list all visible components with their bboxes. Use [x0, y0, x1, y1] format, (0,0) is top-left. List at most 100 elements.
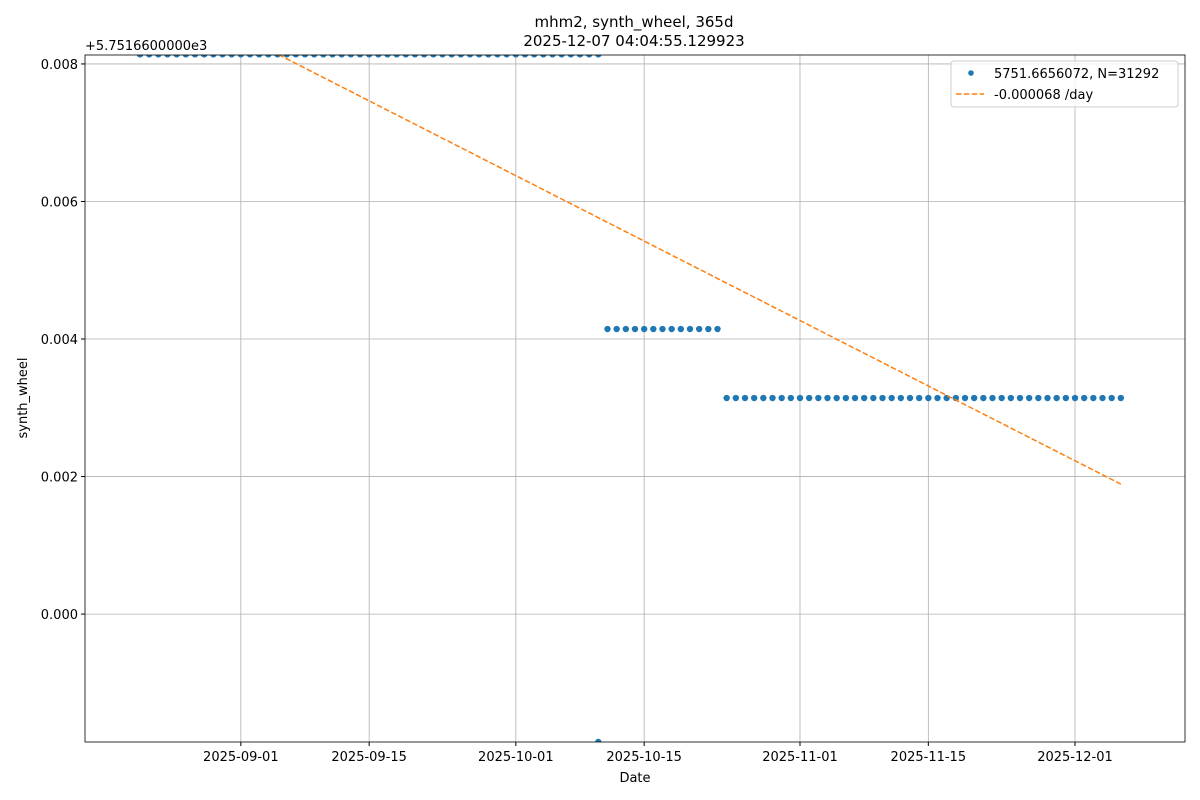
- data-point: [760, 394, 767, 402]
- data-point: [1062, 394, 1070, 402]
- axes-frame: [84, 54, 1186, 743]
- data-point: [384, 55, 391, 58]
- data-point: [860, 394, 868, 402]
- data-point: [485, 55, 492, 58]
- data-point: [201, 55, 208, 58]
- data-point: [1080, 394, 1088, 402]
- data-point: [512, 55, 519, 58]
- data-point: [824, 394, 831, 402]
- data-point: [292, 55, 299, 58]
- data-point: [1016, 394, 1024, 402]
- data-point: [347, 55, 354, 58]
- plot-area: [136, 55, 1125, 742]
- data-point: [402, 55, 409, 58]
- data-point: [888, 394, 895, 402]
- data-point: [934, 394, 941, 402]
- data-point: [604, 325, 611, 333]
- data-point: [961, 394, 969, 402]
- data-point: [329, 55, 336, 58]
- data-point: [980, 394, 987, 402]
- data-point: [595, 738, 602, 742]
- data-point: [274, 55, 281, 58]
- data-point: [650, 325, 657, 333]
- data-point: [210, 55, 217, 58]
- data-point: [750, 394, 758, 402]
- data-point: [457, 55, 464, 58]
- data-point: [741, 394, 749, 402]
- data-point: [1025, 394, 1033, 402]
- x-tick-label: 2025-11-15: [891, 750, 967, 765]
- data-point: [146, 55, 153, 58]
- data-point: [842, 394, 850, 402]
- data-point: [219, 55, 226, 58]
- data-point: [668, 325, 675, 333]
- y-tick-label: 0.002: [41, 471, 78, 486]
- data-point: [769, 394, 776, 402]
- data-point: [567, 55, 574, 58]
- data-point: [228, 55, 235, 58]
- x-tick-label: 2025-12-01: [1037, 750, 1113, 765]
- data-point: [531, 55, 538, 58]
- y-offset-label: +5.7516600000e3: [85, 39, 207, 54]
- data-point: [540, 55, 547, 58]
- data-point: [805, 394, 813, 402]
- data-point: [833, 394, 840, 402]
- y-tick-label: 0.000: [41, 608, 78, 623]
- data-point: [265, 55, 272, 58]
- data-point: [1108, 394, 1115, 402]
- legend-label: -0.000068 /day: [994, 88, 1093, 103]
- chart-subtitle: 2025-12-07 04:04:55.129923: [523, 32, 744, 50]
- data-point: [1044, 394, 1051, 402]
- data-point: [173, 55, 180, 58]
- data-point: [182, 55, 189, 58]
- data-point: [356, 55, 364, 58]
- data-point: [686, 325, 694, 333]
- data-point: [558, 55, 565, 58]
- data-point: [421, 55, 428, 58]
- data-point: [164, 55, 171, 58]
- data-point: [998, 394, 1005, 402]
- x-tick-label: 2025-09-01: [203, 750, 279, 765]
- data-point: [897, 394, 905, 402]
- data-point: [796, 394, 804, 402]
- data-point: [430, 55, 437, 58]
- data-point: [714, 325, 721, 333]
- data-point: [549, 55, 556, 58]
- data-point: [393, 55, 400, 58]
- data-point: [1071, 394, 1079, 402]
- data-point: [521, 55, 529, 58]
- data-point: [1035, 394, 1042, 402]
- data-point: [1053, 394, 1060, 402]
- data-point: [311, 55, 318, 58]
- data-point: [237, 55, 244, 58]
- data-point: [466, 55, 474, 58]
- data-point: [155, 55, 162, 58]
- data-point: [631, 325, 639, 333]
- data-point: [925, 394, 932, 402]
- data-point: [1007, 394, 1015, 402]
- data-point: [622, 325, 630, 333]
- data-point: [613, 325, 620, 333]
- data-point: [338, 55, 345, 58]
- data-point: [695, 325, 703, 333]
- data-point: [815, 394, 822, 402]
- data-point: [595, 55, 602, 58]
- data-point: [246, 55, 254, 58]
- data-point: [640, 325, 648, 333]
- trend-line: [277, 55, 1122, 485]
- data-point: [476, 55, 483, 58]
- data-point: [320, 55, 327, 58]
- data-point: [1117, 394, 1125, 402]
- data-point: [411, 55, 419, 58]
- legend-label: 5751.6656072, N=31292: [994, 67, 1159, 82]
- data-point: [283, 55, 290, 58]
- data-point: [732, 394, 740, 402]
- data-point: [448, 55, 455, 58]
- y-tick-label: 0.008: [41, 58, 78, 73]
- x-axis-label: Date: [619, 771, 650, 786]
- data-point: [375, 55, 382, 58]
- legend-box: [950, 60, 1179, 108]
- x-tick-label: 2025-10-01: [478, 750, 554, 765]
- data-point: [970, 394, 978, 402]
